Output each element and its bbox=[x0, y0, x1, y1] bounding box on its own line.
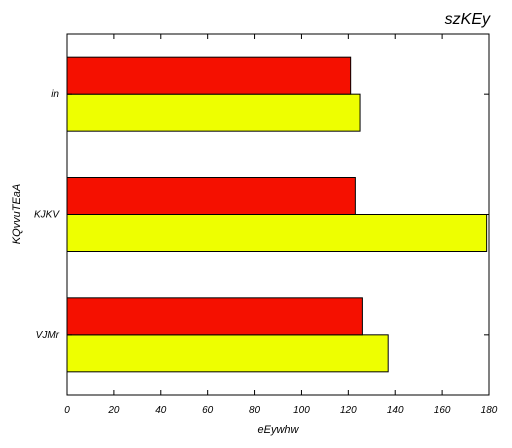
bar-vjmr-series-1 bbox=[67, 335, 388, 372]
x-axis-label: eEywhw bbox=[258, 424, 300, 436]
y-tick-label: KJKV bbox=[34, 210, 60, 221]
x-tick-label: 180 bbox=[481, 405, 498, 416]
x-tick-label: 40 bbox=[155, 405, 167, 416]
bar-kjkv-series-2 bbox=[67, 178, 355, 215]
bar-in-series-2 bbox=[67, 57, 351, 94]
bar-vjmr-series-2 bbox=[67, 298, 362, 335]
y-tick-label: in bbox=[51, 89, 59, 100]
x-tick-label: 80 bbox=[249, 405, 261, 416]
x-tick-label: 100 bbox=[293, 405, 310, 416]
x-tick-label: 120 bbox=[340, 405, 357, 416]
bar-kjkv-series-1 bbox=[67, 215, 487, 252]
y-axis-label: KQvvuTEaA bbox=[11, 184, 23, 245]
y-tick-label: VJMr bbox=[36, 330, 60, 341]
chart-title: szKEy bbox=[445, 11, 491, 28]
x-tick-label: 60 bbox=[202, 405, 214, 416]
x-tick-label: 160 bbox=[434, 405, 451, 416]
x-tick-label: 20 bbox=[107, 405, 120, 416]
x-tick-label: 0 bbox=[64, 405, 70, 416]
x-tick-label: 140 bbox=[387, 405, 404, 416]
bars-group bbox=[67, 57, 487, 372]
bar-in-series-1 bbox=[67, 94, 360, 131]
